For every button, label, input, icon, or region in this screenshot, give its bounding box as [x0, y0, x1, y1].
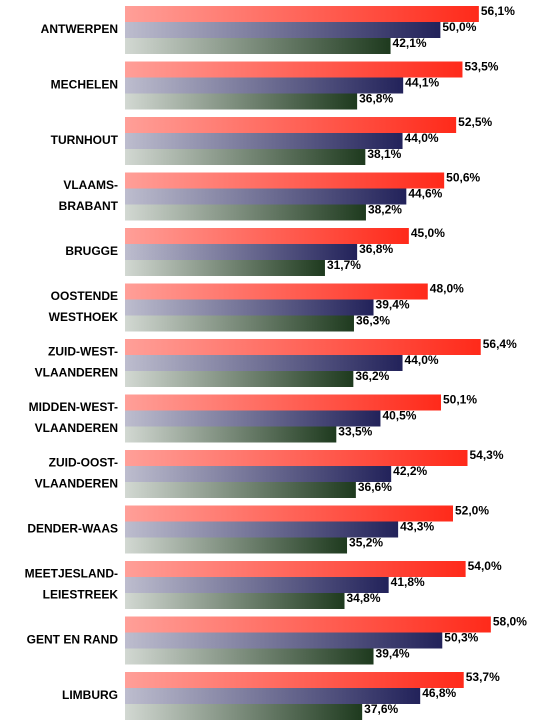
category-label: DENDER-WAAS — [27, 522, 118, 536]
bar — [125, 355, 403, 371]
bar — [125, 426, 337, 443]
value-label: 52,5% — [458, 115, 492, 129]
bar — [125, 6, 479, 22]
value-label: 38,1% — [367, 147, 401, 161]
bar — [125, 505, 453, 522]
value-label: 38,2% — [368, 203, 402, 217]
value-label: 44,0% — [405, 353, 439, 367]
bar — [125, 537, 348, 554]
bar — [125, 371, 354, 387]
bar — [125, 521, 399, 538]
value-label: 53,5% — [464, 60, 498, 74]
bar — [125, 260, 325, 276]
value-label: 50,3% — [444, 631, 478, 645]
category-label: WESTHOEK — [49, 310, 119, 324]
value-label: 56,1% — [481, 4, 515, 18]
bar — [125, 61, 463, 78]
value-label: 36,2% — [355, 369, 389, 383]
value-label: 44,6% — [408, 187, 442, 201]
category-label: BRUGGE — [65, 244, 118, 258]
value-label: 44,1% — [405, 76, 439, 90]
value-label: 54,3% — [470, 448, 504, 462]
category-label: MEETJESLAND- — [25, 567, 118, 581]
bar — [125, 133, 403, 149]
value-label: 52,0% — [455, 504, 489, 518]
category-label: OOSTENDE — [51, 289, 118, 303]
bar — [125, 77, 404, 94]
value-label: 50,6% — [446, 171, 480, 185]
value-label: 45,0% — [411, 226, 445, 240]
value-label: 39,4% — [376, 647, 410, 661]
category-label: VLAANDEREN — [35, 366, 118, 380]
bar — [125, 149, 366, 165]
value-label: 34,8% — [347, 591, 381, 605]
bar — [125, 117, 457, 133]
value-label: 36,6% — [358, 480, 392, 494]
bar — [125, 172, 445, 189]
bar — [125, 299, 374, 316]
category-label: TURNHOUT — [51, 133, 119, 147]
bar — [125, 648, 374, 665]
category-label: ZUID-WEST- — [48, 345, 118, 359]
bar — [125, 93, 358, 110]
value-label: 53,7% — [466, 670, 500, 684]
bar — [125, 228, 409, 244]
bar — [125, 688, 421, 704]
value-label: 36,8% — [359, 92, 393, 106]
category-label: ANTWERPEN — [41, 22, 118, 36]
category-label: MIDDEN-WEST- — [29, 400, 118, 414]
value-label: 39,4% — [376, 298, 410, 312]
bar — [125, 672, 464, 688]
bar — [125, 561, 466, 577]
bar — [125, 466, 392, 482]
category-label: VLAANDEREN — [35, 477, 118, 491]
category-label: GENT EN RAND — [27, 633, 119, 647]
bar — [125, 188, 407, 205]
value-label: 42,1% — [393, 36, 427, 50]
value-label: 58,0% — [493, 615, 527, 629]
value-label: 36,3% — [356, 314, 390, 328]
value-label: 50,0% — [442, 20, 476, 34]
value-label: 37,6% — [364, 702, 398, 716]
bar — [125, 410, 381, 427]
category-label: LEIESTREEK — [43, 588, 119, 602]
bar — [125, 593, 345, 609]
bar — [125, 204, 366, 221]
bar — [125, 283, 428, 300]
bar — [125, 339, 481, 355]
value-label: 31,7% — [327, 258, 361, 272]
value-label: 56,4% — [483, 337, 517, 351]
value-label: 40,5% — [382, 409, 416, 423]
value-label: 36,8% — [359, 242, 393, 256]
value-label: 35,2% — [349, 536, 383, 550]
category-label: MECHELEN — [51, 78, 118, 92]
value-label: 48,0% — [430, 282, 464, 296]
value-label: 41,8% — [391, 575, 425, 589]
bar — [125, 704, 363, 720]
category-label: LIMBURG — [62, 688, 118, 702]
category-label: VLAANDEREN — [35, 421, 118, 435]
value-label: 43,3% — [400, 520, 434, 534]
bar — [125, 394, 442, 411]
bar — [125, 244, 358, 260]
bar — [125, 22, 441, 38]
bar — [125, 315, 354, 332]
value-label: 50,1% — [443, 393, 477, 407]
value-label: 44,0% — [405, 131, 439, 145]
bar — [125, 482, 356, 498]
bar — [125, 450, 468, 466]
category-label: VLAAMS- — [63, 178, 118, 192]
bar — [125, 616, 491, 633]
value-label: 33,5% — [338, 425, 372, 439]
value-label: 46,8% — [422, 686, 456, 700]
category-label: BRABANT — [59, 199, 119, 213]
bar — [125, 577, 389, 593]
value-label: 54,0% — [468, 559, 502, 573]
bar — [125, 632, 443, 649]
bar — [125, 38, 391, 54]
category-label: ZUID-OOST- — [49, 456, 118, 470]
value-label: 42,2% — [393, 464, 427, 478]
